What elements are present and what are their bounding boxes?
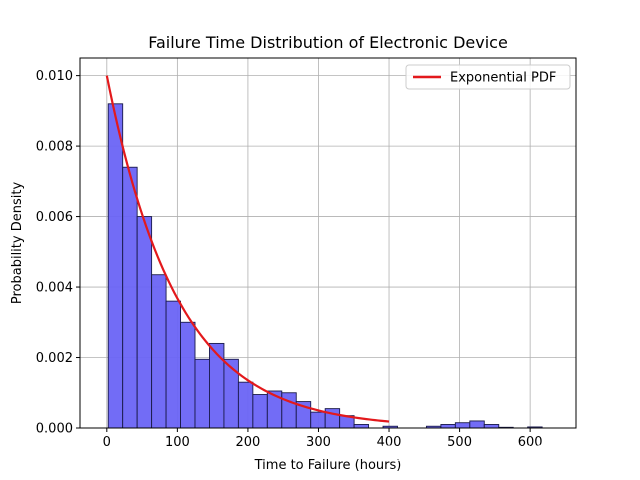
- x-tick-label: 300: [306, 435, 331, 450]
- histogram-bar: [252, 394, 268, 429]
- legend: Exponential PDF: [405, 64, 571, 90]
- x-tick-label: 500: [447, 435, 472, 450]
- x-tick-label: 0: [103, 435, 111, 450]
- histogram-bars: [107, 103, 543, 429]
- histogram-bar: [122, 166, 138, 429]
- histogram-bar: [180, 321, 196, 429]
- y-axis-ticks: 0.000 0.002 0.004 0.006 0.008 0.010: [36, 69, 80, 437]
- histogram-bar: [440, 424, 456, 429]
- histogram-bar: [483, 424, 500, 429]
- histogram-bar: [209, 342, 225, 429]
- histogram-bar: [151, 274, 167, 429]
- y-axis-label: Probability Density: [10, 182, 25, 305]
- x-tick-label: 100: [165, 435, 190, 450]
- x-tick-label: 200: [236, 435, 261, 450]
- watermark-text: 掘金技术社区 @ 卷积殉铁子: [378, 444, 605, 465]
- y-tick-label: 0.008: [36, 140, 73, 155]
- histogram-bar: [194, 358, 210, 429]
- x-axis-ticks: 0 100 200 300 400 500 600: [103, 428, 543, 450]
- y-tick-label: 0.004: [36, 281, 73, 296]
- x-tick-label: 400: [377, 435, 402, 450]
- y-tick-label: 0.002: [36, 351, 73, 366]
- pdf-curve-layer: [105, 75, 390, 423]
- histogram-bar: [136, 216, 153, 429]
- exponential-pdf-line: [105, 75, 390, 423]
- y-tick-label: 0.010: [36, 69, 73, 84]
- histogram-bar: [107, 103, 124, 429]
- histogram-bar: [454, 422, 471, 429]
- histogram-bar: [281, 392, 297, 429]
- legend-label-exponential-pdf: Exponential PDF: [450, 71, 556, 86]
- histogram-bar: [469, 420, 485, 429]
- histogram-bar: [223, 358, 239, 429]
- x-tick-label: 600: [518, 435, 543, 450]
- histogram-bar: [353, 424, 370, 429]
- y-tick-label: 0.000: [36, 422, 73, 437]
- y-tick-label: 0.006: [36, 210, 73, 225]
- plot-frame: [79, 57, 577, 429]
- chart-title: Failure Time Distribution of Electronic …: [148, 33, 508, 52]
- x-axis-label: Time to Failure (hours): [254, 458, 402, 473]
- histogram-bar: [310, 411, 326, 429]
- legend-box: [405, 64, 571, 90]
- histogram-bar: [237, 381, 254, 429]
- histogram-bar: [165, 300, 181, 429]
